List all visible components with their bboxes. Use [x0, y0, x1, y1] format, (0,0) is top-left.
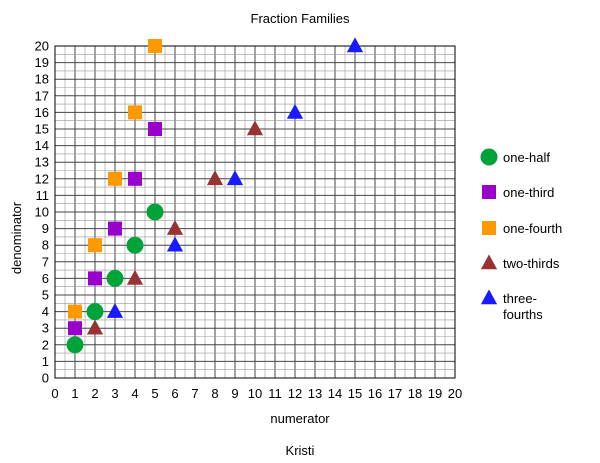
x-tick-label: 16 — [368, 386, 382, 401]
x-tick-label: 14 — [328, 386, 342, 401]
chart-caption: Kristi — [286, 443, 315, 458]
data-point — [128, 105, 142, 120]
legend-marker — [480, 148, 498, 166]
data-point — [166, 236, 184, 252]
data-point — [226, 170, 244, 186]
legend-item: two-thirds — [480, 254, 560, 271]
data-point — [146, 203, 164, 221]
legend-item: three-fourths — [480, 289, 543, 322]
x-tick-label: 5 — [151, 386, 158, 401]
x-tick-label: 3 — [111, 386, 118, 401]
data-point — [88, 271, 102, 286]
x-tick-label: 17 — [388, 386, 402, 401]
data-point — [246, 120, 264, 136]
y-tick-label: 8 — [42, 238, 49, 253]
y-tick-label: 11 — [36, 188, 50, 203]
data-point — [68, 304, 82, 319]
x-tick-label: 7 — [191, 386, 198, 401]
y-tick-label: 13 — [35, 155, 49, 170]
legend-item: one-third — [482, 185, 554, 200]
legend-label: two-thirds — [503, 256, 560, 271]
x-tick-label: 1 — [71, 386, 78, 401]
y-tick-label: 20 — [35, 39, 49, 54]
data-point — [106, 269, 124, 287]
legend-label: three-fourths — [503, 291, 543, 322]
plot-border — [54, 45, 456, 379]
series-0 — [66, 203, 164, 354]
data-point — [126, 269, 144, 285]
legend-label: one-third — [503, 185, 554, 200]
x-tick-label: 9 — [231, 386, 238, 401]
x-tick-label: 0 — [51, 386, 58, 401]
data-point — [126, 236, 144, 254]
y-tick-label: 10 — [35, 205, 49, 220]
data-point — [148, 39, 162, 53]
data-point — [88, 238, 102, 253]
y-tick-label: 0 — [42, 371, 49, 386]
y-tick-label: 4 — [42, 304, 49, 319]
y-tick-label: 17 — [35, 88, 49, 103]
x-tick-label: 15 — [348, 386, 362, 401]
series-2 — [68, 39, 162, 319]
data-point — [108, 171, 122, 186]
y-tick-label: 18 — [35, 72, 49, 87]
chart-title: Fraction Families — [251, 11, 350, 26]
legend-item: one-half — [480, 148, 550, 166]
legend-label: one-half — [503, 150, 550, 165]
data-point — [286, 103, 304, 119]
x-tick-label: 2 — [91, 386, 98, 401]
x-axis-label: numerator — [270, 411, 330, 426]
x-tick-label: 12 — [288, 386, 302, 401]
legend-marker — [482, 221, 496, 235]
series-1 — [68, 122, 162, 336]
x-tick-labels: 0 1 2 3 4 5 6 7 8 9 10 11 12 13 14 15 16 17 18 19 20 — [51, 386, 462, 401]
y-tick-label: 7 — [42, 254, 49, 269]
data-point — [86, 303, 104, 321]
y-tick-label: 6 — [42, 271, 49, 286]
y-tick-label: 1 — [42, 354, 49, 369]
legend: one-half one-third one-fourth two-thirds thr… — [480, 148, 562, 322]
y-tick-label: 19 — [35, 55, 49, 70]
data-point — [206, 170, 224, 186]
y-tick-label: 14 — [35, 138, 49, 153]
x-tick-label: 10 — [248, 386, 262, 401]
y-axis-label: denominator — [9, 201, 24, 274]
x-tick-label: 6 — [171, 386, 178, 401]
x-tick-label: 13 — [308, 386, 322, 401]
data-points — [66, 37, 364, 354]
y-tick-label: 2 — [42, 337, 49, 352]
y-tick-label: 16 — [35, 105, 49, 120]
legend-label: one-fourth — [503, 221, 562, 236]
plot-grid — [54, 45, 456, 379]
data-point — [148, 122, 162, 136]
x-tick-label: 18 — [408, 386, 422, 401]
data-point — [106, 302, 124, 318]
legend-marker — [480, 289, 498, 305]
legend-item: one-fourth — [482, 221, 562, 236]
y-tick-label: 9 — [42, 221, 49, 236]
x-tick-label: 20 — [448, 386, 462, 401]
data-point — [68, 321, 82, 336]
y-tick-label: 12 — [35, 171, 49, 186]
x-tick-label: 8 — [211, 386, 218, 401]
data-point — [86, 319, 104, 335]
y-tick-label: 15 — [35, 122, 49, 137]
legend-marker — [480, 254, 498, 270]
x-tick-label: 11 — [268, 386, 282, 401]
y-tick-label: 3 — [42, 321, 49, 336]
data-point — [66, 336, 84, 354]
data-point — [128, 171, 142, 186]
data-point — [346, 37, 364, 53]
data-point — [108, 221, 122, 236]
x-tick-label: 19 — [428, 386, 442, 401]
data-point — [166, 219, 184, 235]
legend-marker — [482, 185, 496, 199]
y-tick-label: 5 — [42, 288, 49, 303]
series-3 — [86, 120, 264, 335]
x-tick-label: 4 — [131, 386, 138, 401]
series-4 — [106, 37, 364, 318]
